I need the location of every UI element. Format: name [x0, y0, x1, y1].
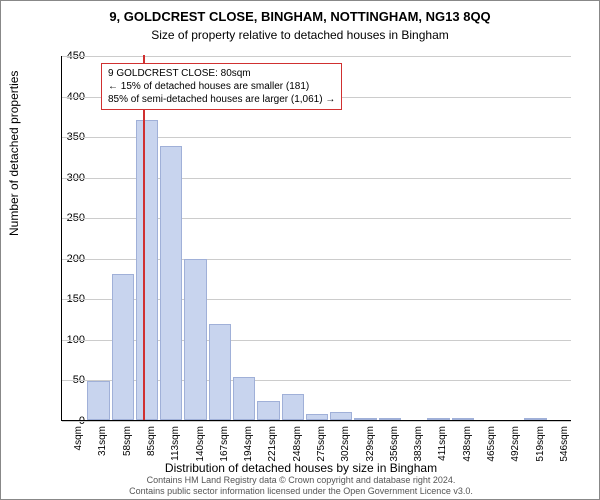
histogram-bar	[524, 418, 546, 420]
gridline	[62, 421, 571, 422]
chart-plot-area	[61, 56, 571, 421]
annotation-line-2: ← 15% of detached houses are smaller (18…	[108, 80, 335, 93]
x-tick-label: 492sqm	[510, 426, 521, 466]
x-tick-label: 113sqm	[170, 426, 181, 466]
annotation-callout: 9 GOLDCREST CLOSE: 80sqm ← 15% of detach…	[101, 63, 342, 110]
y-axis-label: Number of detached properties	[7, 71, 21, 236]
x-tick-label: 302sqm	[340, 426, 351, 466]
annotation-line-3: 85% of semi-detached houses are larger (…	[108, 93, 335, 106]
x-tick-label: 519sqm	[535, 426, 546, 466]
x-tick-label: 221sqm	[267, 426, 278, 466]
histogram-bar	[452, 418, 474, 420]
histogram-bar	[209, 324, 231, 420]
x-tick-label: 383sqm	[413, 426, 424, 466]
gridline	[62, 56, 571, 57]
x-tick-label: 4sqm	[73, 426, 84, 466]
histogram-bar	[184, 259, 206, 420]
histogram-bar	[160, 146, 182, 420]
x-tick-label: 356sqm	[389, 426, 400, 466]
x-tick-label: 85sqm	[146, 426, 157, 466]
histogram-bar	[257, 401, 279, 420]
x-tick-label: 58sqm	[122, 426, 133, 466]
page-subtitle: Size of property relative to detached ho…	[1, 24, 599, 42]
histogram-bar	[306, 414, 328, 420]
histogram-bar	[282, 394, 304, 420]
annotation-line-1: 9 GOLDCREST CLOSE: 80sqm	[108, 67, 335, 80]
x-tick-label: 546sqm	[559, 426, 570, 466]
x-tick-label: 194sqm	[243, 426, 254, 466]
footer-line-1: Contains HM Land Registry data © Crown c…	[1, 475, 600, 485]
histogram-bar	[136, 120, 158, 420]
x-tick-label: 31sqm	[97, 426, 108, 466]
histogram-bar	[379, 418, 401, 420]
histogram-bar	[354, 418, 376, 420]
x-tick-label: 167sqm	[219, 426, 230, 466]
histogram-bar	[330, 412, 352, 420]
x-tick-label: 140sqm	[195, 426, 206, 466]
page-title-address: 9, GOLDCREST CLOSE, BINGHAM, NOTTINGHAM,…	[1, 1, 599, 24]
x-tick-label: 275sqm	[316, 426, 327, 466]
copyright-footer: Contains HM Land Registry data © Crown c…	[1, 475, 600, 496]
x-tick-label: 248sqm	[292, 426, 303, 466]
x-tick-label: 438sqm	[462, 426, 473, 466]
footer-line-2: Contains public sector information licen…	[1, 486, 600, 496]
histogram-bar	[87, 381, 109, 420]
histogram-bar	[233, 377, 255, 420]
x-tick-label: 411sqm	[437, 426, 448, 466]
x-tick-label: 465sqm	[486, 426, 497, 466]
histogram-bar	[427, 418, 449, 420]
histogram-bar	[112, 274, 134, 420]
x-tick-label: 329sqm	[365, 426, 376, 466]
